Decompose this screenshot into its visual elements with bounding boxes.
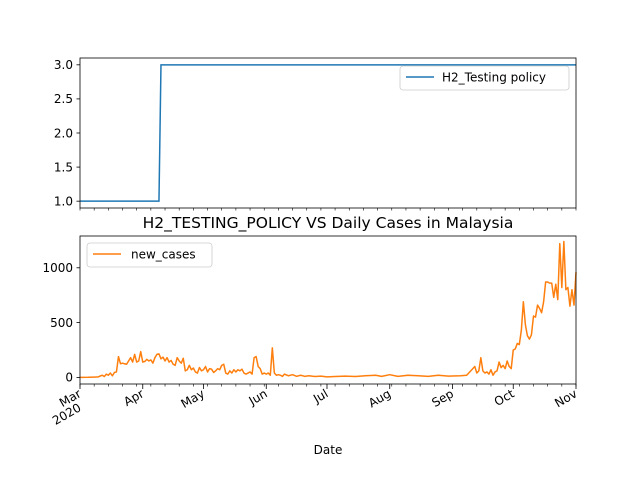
bottom-legend-box bbox=[86, 242, 213, 268]
new-cases-line bbox=[79, 240, 577, 379]
top-y-tick-label: 1.0 bbox=[54, 194, 73, 208]
bottom-y-ticks: 0 500 1000 bbox=[42, 261, 80, 385]
top-y-tick-label: 3.0 bbox=[54, 58, 73, 72]
x-axis-label: Date bbox=[314, 443, 343, 457]
bottom-plot-frame bbox=[79, 235, 577, 385]
bottom-series-lines bbox=[79, 240, 577, 379]
bottom-y-tick-label: 1000 bbox=[42, 261, 73, 275]
top-y-tick-label: 2.0 bbox=[54, 126, 73, 140]
top-legend-box bbox=[399, 65, 570, 91]
x-tick-label: Jul bbox=[310, 386, 330, 406]
top-y-ticks: 1.0 1.5 2.0 2.5 3.0 bbox=[54, 58, 80, 208]
testing-policy-line bbox=[80, 64, 576, 202]
bottom-y-tick-label: 500 bbox=[50, 316, 73, 330]
top-legend-label: H2_Testing policy bbox=[442, 71, 546, 85]
top-y-tick-label: 1.5 bbox=[54, 160, 73, 174]
chart-title: H2_TESTING_POLICY VS Daily Cases in Mala… bbox=[143, 214, 514, 233]
top-legend: H2_Testing policy bbox=[399, 65, 570, 91]
top-plot-frame bbox=[79, 57, 577, 209]
top-y-tick-label: 2.5 bbox=[54, 92, 73, 106]
testing-policy-panel: 1.0 1.5 2.0 2.5 3.0 H2_Testing policy bbox=[54, 57, 577, 211]
top-series-lines bbox=[80, 64, 576, 202]
top-x-minor-ticks bbox=[79, 208, 577, 211]
bottom-legend-label: new_cases bbox=[131, 248, 196, 262]
bottom-legend: new_cases bbox=[86, 242, 213, 268]
bottom-y-tick-label: 0 bbox=[65, 371, 73, 385]
